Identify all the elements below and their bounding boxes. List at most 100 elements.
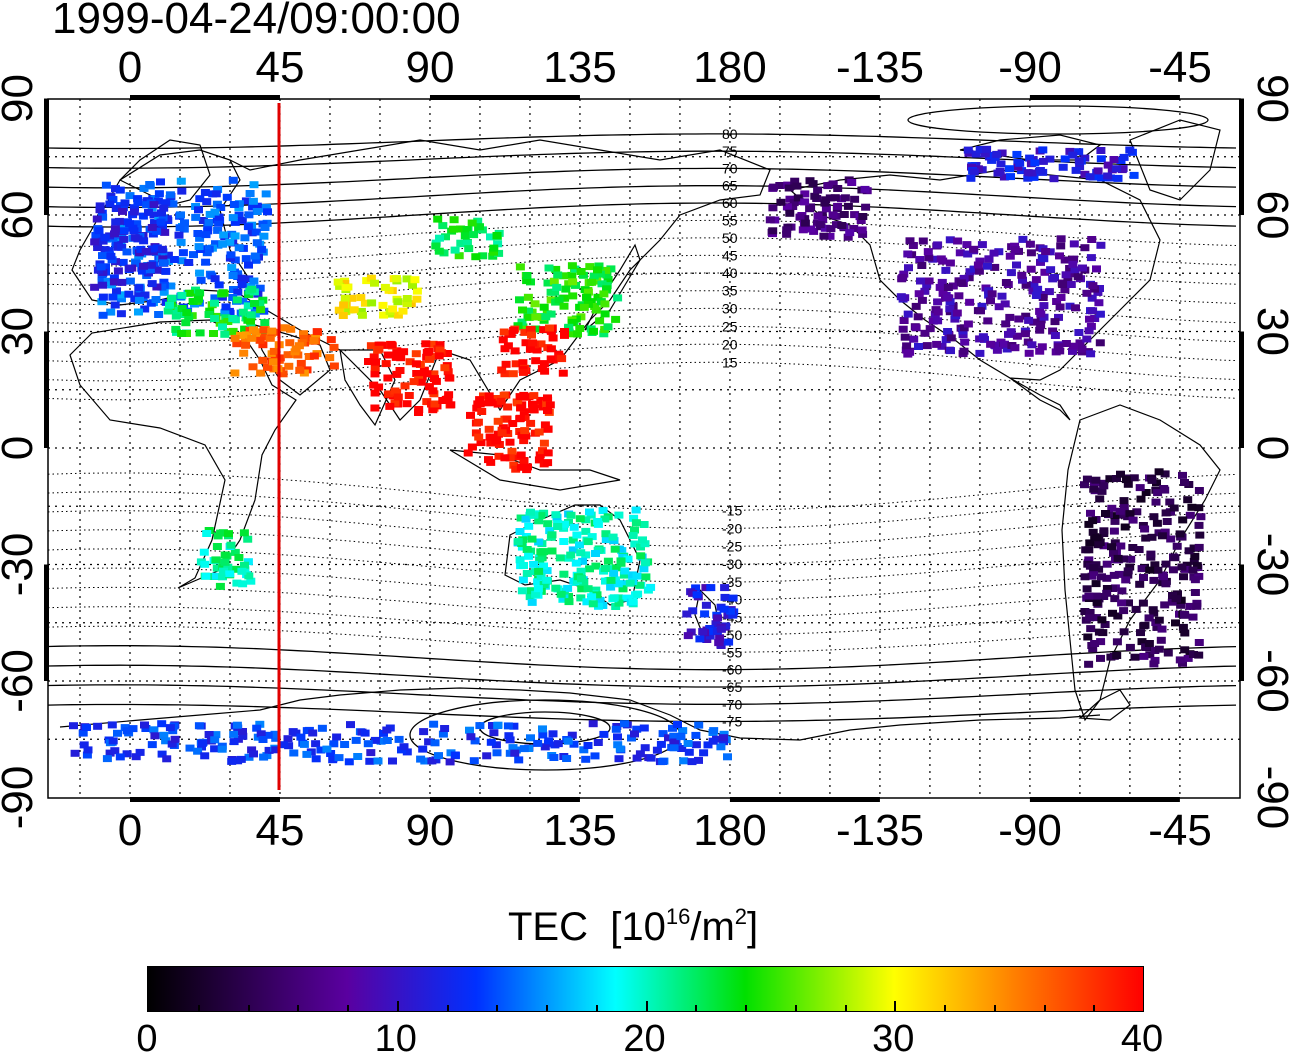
tec-point xyxy=(419,728,429,736)
tec-point xyxy=(516,463,526,471)
tec-point xyxy=(984,255,994,263)
mlat-label: -25 xyxy=(722,538,742,554)
tec-point xyxy=(840,194,850,202)
tec-point xyxy=(402,400,412,408)
tec-point xyxy=(97,277,107,285)
tec-point xyxy=(615,745,625,753)
tec-point xyxy=(1099,527,1109,535)
tec-point xyxy=(1185,511,1195,519)
tec-point xyxy=(567,271,577,279)
tec-point xyxy=(177,257,187,265)
tec-point xyxy=(219,231,229,239)
tec-point xyxy=(349,306,359,314)
tec-point xyxy=(1005,313,1015,321)
tec-point xyxy=(980,150,990,158)
tec-point xyxy=(204,731,214,738)
tec-point xyxy=(236,331,245,339)
tec-point xyxy=(592,591,602,599)
tec-point xyxy=(229,738,239,746)
tec-point xyxy=(363,740,373,748)
tec-point xyxy=(218,563,228,570)
frame-tick-top xyxy=(1029,95,1180,100)
tec-point xyxy=(1052,298,1062,305)
tec-point xyxy=(820,199,830,207)
tec-point xyxy=(117,295,126,303)
tec-point xyxy=(539,360,549,368)
tec-point xyxy=(686,628,696,636)
tec-point xyxy=(967,163,976,171)
tec-point xyxy=(454,252,464,260)
tec-point xyxy=(482,752,492,760)
tec-point xyxy=(782,226,792,234)
tec-point xyxy=(1066,281,1076,288)
tec-point xyxy=(1159,573,1168,581)
tec-point xyxy=(847,179,857,186)
frame-tick-top xyxy=(429,95,580,100)
tec-point xyxy=(339,301,349,309)
tec-point xyxy=(519,457,529,464)
tec-point xyxy=(210,208,220,216)
tec-point xyxy=(93,722,103,730)
tec-point xyxy=(545,527,555,535)
tec-point xyxy=(195,329,205,337)
tec-point xyxy=(204,218,214,226)
tec-point xyxy=(954,292,964,300)
tec-point xyxy=(1038,146,1048,154)
tec-point xyxy=(579,578,589,586)
tec-point xyxy=(958,331,968,339)
tec-point xyxy=(167,294,177,302)
tec-point xyxy=(522,546,532,553)
tec-point xyxy=(682,610,692,618)
tec-point xyxy=(856,217,866,224)
tec-point xyxy=(195,234,205,242)
tec-point xyxy=(1037,343,1047,351)
tec-point xyxy=(475,396,485,404)
tec-point xyxy=(1157,625,1167,633)
lat-label-right: 60 xyxy=(1248,191,1292,240)
tec-point xyxy=(197,743,206,751)
tec-point xyxy=(170,735,180,743)
tec-point xyxy=(964,274,974,282)
tec-point xyxy=(1139,574,1148,581)
tec-point xyxy=(334,754,344,762)
tec-point xyxy=(152,266,162,274)
tec-point xyxy=(630,540,640,548)
tec-point xyxy=(225,570,235,578)
tec-point xyxy=(414,409,423,416)
tec-point xyxy=(243,302,253,310)
tec-point xyxy=(808,180,818,188)
tec-point xyxy=(366,274,376,282)
tec-point xyxy=(125,192,135,200)
tec-point xyxy=(620,567,630,575)
tec-point xyxy=(410,276,420,284)
lon-label-bottom: -45 xyxy=(1148,806,1212,855)
tec-point xyxy=(719,738,729,746)
tec-point xyxy=(1109,571,1119,579)
tec-point xyxy=(443,368,453,376)
tec-point xyxy=(430,400,440,408)
tec-point xyxy=(159,731,169,739)
tec-point xyxy=(244,211,254,219)
tec-point xyxy=(616,557,626,565)
tec-point xyxy=(519,408,529,416)
tec-point xyxy=(217,745,227,753)
tec-point xyxy=(258,736,268,743)
tec-point xyxy=(132,220,142,228)
tec-point xyxy=(388,757,397,765)
tec-point xyxy=(244,572,254,580)
tec-point xyxy=(498,336,508,344)
mlat-label: 20 xyxy=(722,336,738,352)
tec-point xyxy=(564,592,573,600)
tec-point xyxy=(1109,527,1119,535)
lat-label-left: 90 xyxy=(0,74,42,123)
tec-point xyxy=(1093,541,1103,549)
tec-point xyxy=(402,295,412,302)
tec-point xyxy=(825,194,835,202)
tec-point xyxy=(577,575,586,583)
tec-point xyxy=(917,296,927,304)
tec-point xyxy=(1058,281,1068,288)
tec-point xyxy=(416,755,426,763)
tec-point xyxy=(122,248,132,256)
tec-point xyxy=(1021,281,1031,289)
tec-point xyxy=(825,232,835,240)
